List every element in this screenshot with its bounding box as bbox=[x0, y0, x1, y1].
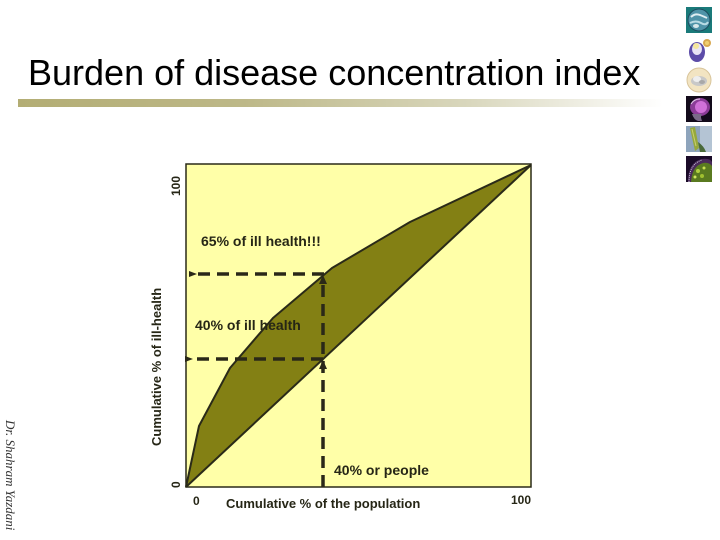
globe-thumbnail-icon bbox=[686, 7, 712, 33]
x-tick-0: 0 bbox=[193, 494, 200, 508]
title-underline-bar bbox=[18, 99, 663, 107]
y-tick-0: 0 bbox=[169, 481, 183, 488]
slide-title: Burden of disease concentration index bbox=[28, 52, 641, 93]
y-axis-title: Cumulative % of ill-health bbox=[149, 288, 164, 446]
tissue-thumbnail-icon bbox=[686, 156, 712, 182]
author-watermark: Dr. Shahram Yazdani bbox=[3, 420, 18, 531]
x-tick-100: 100 bbox=[511, 493, 531, 507]
arrowhead-up-65 bbox=[319, 275, 327, 284]
annotation-40pct-ill-health: 40% of ill health bbox=[195, 317, 301, 333]
concentration-curve bbox=[185, 164, 532, 488]
annotation-65pct: 65% of ill health!!! bbox=[201, 233, 321, 249]
cell-thumbnail-icon bbox=[686, 37, 712, 63]
equality-line bbox=[185, 164, 532, 488]
y-tick-100: 100 bbox=[169, 176, 183, 196]
virus-thumbnail-icon bbox=[686, 67, 712, 93]
leaf-thumbnail-icon bbox=[686, 126, 712, 152]
arrowhead-up-40 bbox=[319, 360, 327, 369]
brain-mri-thumbnail-icon bbox=[686, 96, 712, 122]
x-axis-title: Cumulative % of the population bbox=[226, 496, 420, 511]
annotation-40pct-people: 40% or people bbox=[334, 462, 429, 478]
